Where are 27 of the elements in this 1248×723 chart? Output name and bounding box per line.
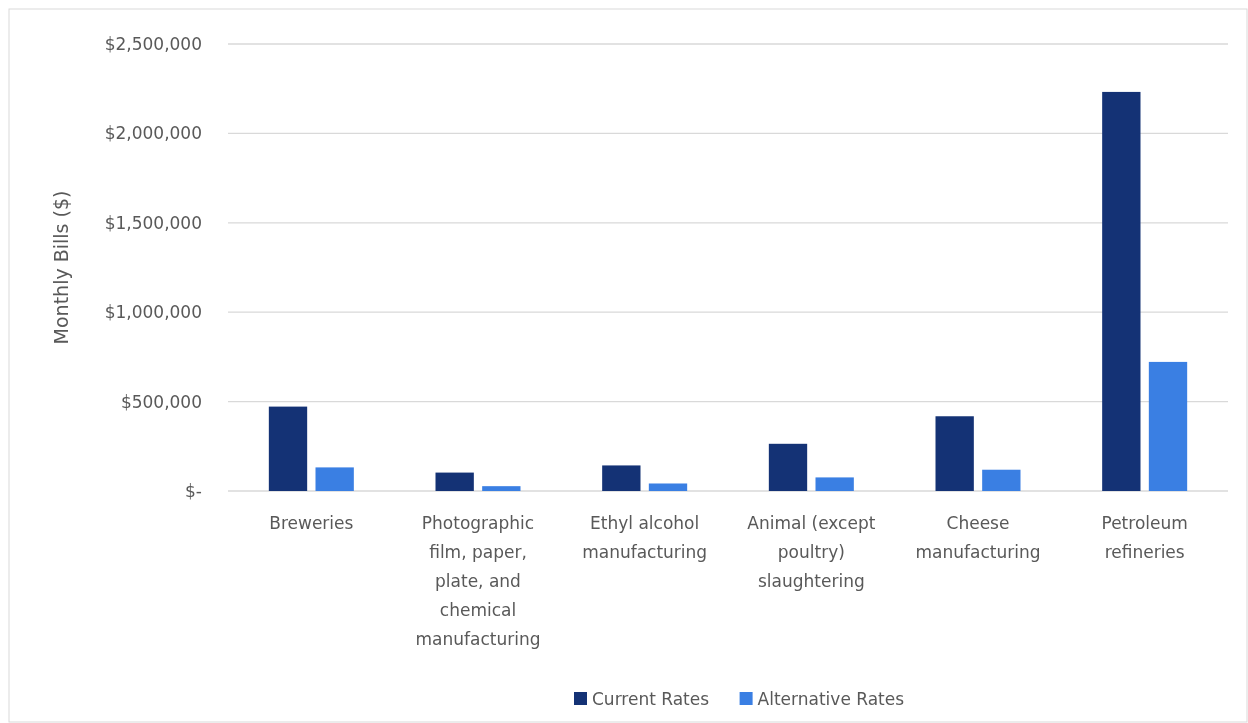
y-tick-label: $2,500,000 xyxy=(104,33,202,54)
bar xyxy=(1102,91,1141,491)
x-tick-label: Breweries xyxy=(269,513,354,533)
y-tick-label: $1,500,000 xyxy=(104,212,202,233)
x-tick-label: Cheese manufacturing xyxy=(915,513,1041,562)
x-tick-label: Ethyl alcohol manufacturing xyxy=(582,513,708,562)
legend-label: Alternative Rates xyxy=(757,688,905,709)
y-tick-label: $1,000,000 xyxy=(104,302,202,323)
x-tick-label: Petroleum refineries xyxy=(1101,513,1188,562)
bar xyxy=(482,486,521,491)
x-tick-label: Photographic film, paper, plate, and chemical manufacturing xyxy=(415,513,541,649)
y-tick-label: $- xyxy=(185,480,202,501)
bar xyxy=(1148,361,1188,491)
bar xyxy=(315,467,354,491)
y-tick-label: $2,000,000 xyxy=(104,123,202,144)
bar xyxy=(935,416,974,491)
bar xyxy=(602,465,641,491)
bar xyxy=(768,443,808,491)
legend-label: Current Rates xyxy=(592,688,710,709)
bar xyxy=(982,469,1021,491)
bar xyxy=(648,483,688,491)
x-tick-label: Animal (except poultry) slaughtering xyxy=(747,513,876,591)
bar xyxy=(815,477,854,491)
bar xyxy=(435,472,474,491)
y-axis-title: Monthly Bills ($) xyxy=(50,190,72,345)
bar xyxy=(268,406,308,491)
y-tick-label: $500,000 xyxy=(120,391,202,412)
